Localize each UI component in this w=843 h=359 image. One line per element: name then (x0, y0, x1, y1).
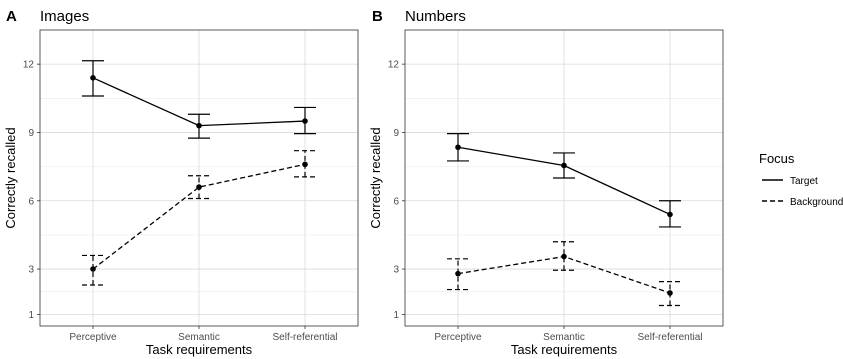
y-tick-label-numbers: 12 (388, 60, 400, 71)
x-tick-label-images: Semantic (178, 332, 220, 343)
plot-frame-numbers (404, 29, 724, 327)
y-tick-label-numbers: 6 (393, 196, 399, 207)
data-point-target-images (196, 122, 202, 129)
y-axis-title-numbers: Correctly recalled (368, 127, 383, 228)
data-point-background-numbers (667, 290, 673, 296)
ticks-images: 1 3 6 9 12 Perceptive Semantic Self-referential (23, 60, 338, 343)
panel-numbers: B Numbers 1 3 6 9 12 Perceptive Semantic Self-r… (368, 8, 724, 357)
data-point-target-images (90, 75, 96, 81)
y-tick-label-numbers: 1 (393, 310, 399, 321)
x-axis-title-numbers: Task requirements (511, 342, 618, 357)
plot-frame-images (39, 29, 359, 327)
y-tick-label-numbers: 9 (393, 128, 399, 139)
marks-numbers (447, 133, 681, 307)
data-point-target-numbers (455, 144, 461, 151)
error-bar-background-images (294, 150, 316, 178)
y-tick-label-images: 9 (28, 128, 34, 139)
panel-letter-b: B (372, 8, 383, 25)
ticks-numbers: 1 3 6 9 12 Perceptive Semantic Self-referential (388, 60, 703, 343)
data-point-background-images (302, 161, 308, 168)
panel-images: A Images 1 3 6 9 12 Perceptive Semantic Self-re… (3, 8, 359, 357)
panel-title-images: Images (40, 8, 89, 25)
data-point-background-numbers (561, 253, 567, 260)
error-bar-background-numbers (447, 258, 469, 291)
panel-title-numbers: Numbers (405, 8, 466, 25)
data-point-background-images (196, 184, 202, 190)
legend-title: Focus (759, 151, 795, 166)
x-axis-title-images: Task requirements (146, 342, 253, 357)
y-axis-title-images: Correctly recalled (3, 127, 18, 228)
x-tick-label-numbers: Self-referential (637, 332, 702, 343)
x-tick-label-images: Perceptive (69, 332, 117, 343)
data-point-target-numbers (561, 162, 567, 169)
legend-entry-background: Background (762, 197, 843, 208)
error-bar-background-numbers (553, 241, 575, 271)
y-tick-label-images: 6 (28, 196, 34, 207)
marks-images (82, 60, 316, 286)
data-point-target-numbers (667, 211, 673, 218)
series-line-background-images (92, 163, 306, 270)
data-point-target-images (302, 118, 308, 124)
error-bar-background-images (82, 254, 104, 286)
legend-label-target: Target (790, 176, 818, 187)
y-tick-label-images: 1 (28, 310, 34, 321)
x-tick-label-images: Self-referential (272, 332, 337, 343)
legend-label-background: Background (790, 197, 843, 208)
y-tick-label-images: 3 (28, 265, 34, 276)
y-tick-label-numbers: 3 (393, 265, 399, 276)
x-tick-label-numbers: Semantic (543, 332, 585, 343)
data-point-background-numbers (455, 270, 461, 277)
panel-letter-a: A (6, 8, 17, 25)
legend: Focus Target Background (759, 151, 843, 208)
legend-entry-target: Target (762, 176, 818, 187)
x-tick-label-numbers: Perceptive (434, 332, 482, 343)
data-point-background-images (90, 266, 96, 272)
y-tick-label-images: 12 (23, 60, 35, 71)
